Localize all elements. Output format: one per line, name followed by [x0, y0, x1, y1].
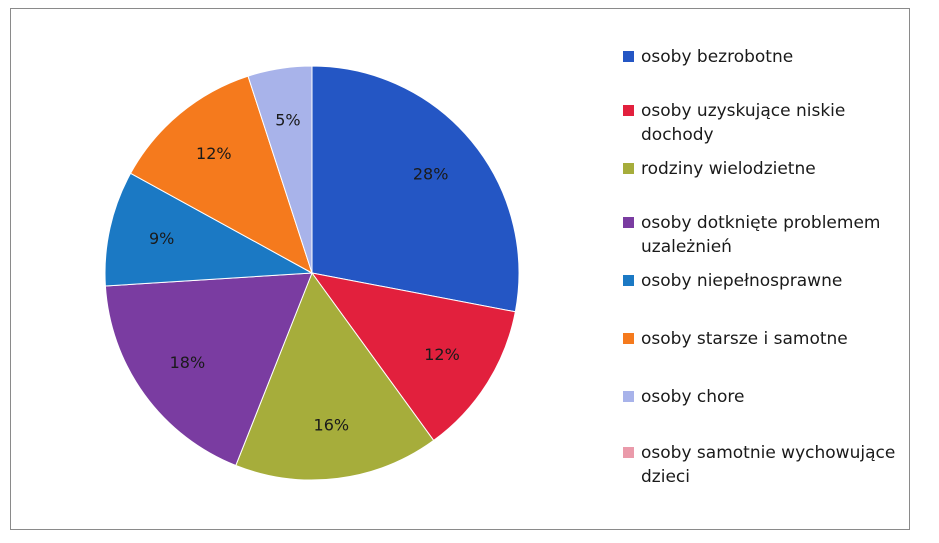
pie-labels: 28% 12% 16% 18% 9% 12% 5%: [149, 110, 460, 434]
legend-label: osoby samotnie wychowujące dzieci: [641, 443, 896, 487]
legend-swatch: [623, 217, 634, 228]
legend-swatch: [623, 391, 634, 402]
legend-label: osoby uzyskujące niskie dochody: [641, 101, 846, 145]
data-label-1: 28%: [413, 164, 449, 183]
pie-slice-5: [104, 172, 314, 287]
chart-frame: 28% 12% 16% 18% 9% 12% 5% osoby bezrobotne osob…: [10, 8, 910, 530]
legend-swatch: [623, 105, 634, 116]
legend-swatch: [623, 333, 634, 344]
legend-label: osoby niepełnosprawne: [641, 271, 843, 291]
data-label-7: 5%: [275, 110, 300, 129]
pie-chart: 28% 12% 16% 18% 9% 12% 5%: [104, 65, 520, 481]
pie-slice-3: [235, 271, 435, 481]
data-label-4: 18%: [170, 353, 206, 372]
pie-slices: [104, 65, 520, 481]
legend-swatch: [623, 51, 634, 62]
legend-swatch: [623, 163, 634, 174]
legend-item-2: osoby uzyskujące niskie dochody: [623, 99, 903, 147]
legend-label: osoby bezrobotne: [641, 47, 794, 67]
legend-item-1: osoby bezrobotne: [623, 45, 903, 69]
data-label-5: 9%: [149, 229, 174, 248]
legend-label: osoby starsze i samotne: [641, 329, 848, 349]
legend-label: osoby chore: [641, 387, 745, 407]
data-label-2: 12%: [424, 345, 460, 364]
legend-label: osoby dotknięte problemem uzależnień: [641, 213, 881, 257]
data-label-3: 16%: [314, 415, 350, 434]
pie-slice-6: [129, 75, 313, 275]
legend-item-6: osoby starsze i samotne: [623, 327, 903, 351]
data-label-6: 12%: [196, 144, 232, 163]
legend-item-3: rodziny wielodzietne: [623, 157, 903, 181]
legend-label: rodziny wielodzietne: [641, 159, 816, 179]
legend-item-5: osoby niepełnosprawne: [623, 269, 903, 293]
legend-swatch: [623, 275, 634, 286]
legend-item-7: osoby chore: [623, 385, 903, 409]
legend-item-4: osoby dotknięte problemem uzależnień: [623, 211, 903, 259]
pie-slice-4: [104, 272, 313, 467]
pie-slice-7: [247, 65, 313, 274]
legend-swatch: [623, 447, 634, 458]
legend-item-8: osoby samotnie wychowujące dzieci: [623, 441, 903, 489]
pie-slice-2: [310, 272, 516, 442]
pie-slice-1: [311, 65, 520, 313]
